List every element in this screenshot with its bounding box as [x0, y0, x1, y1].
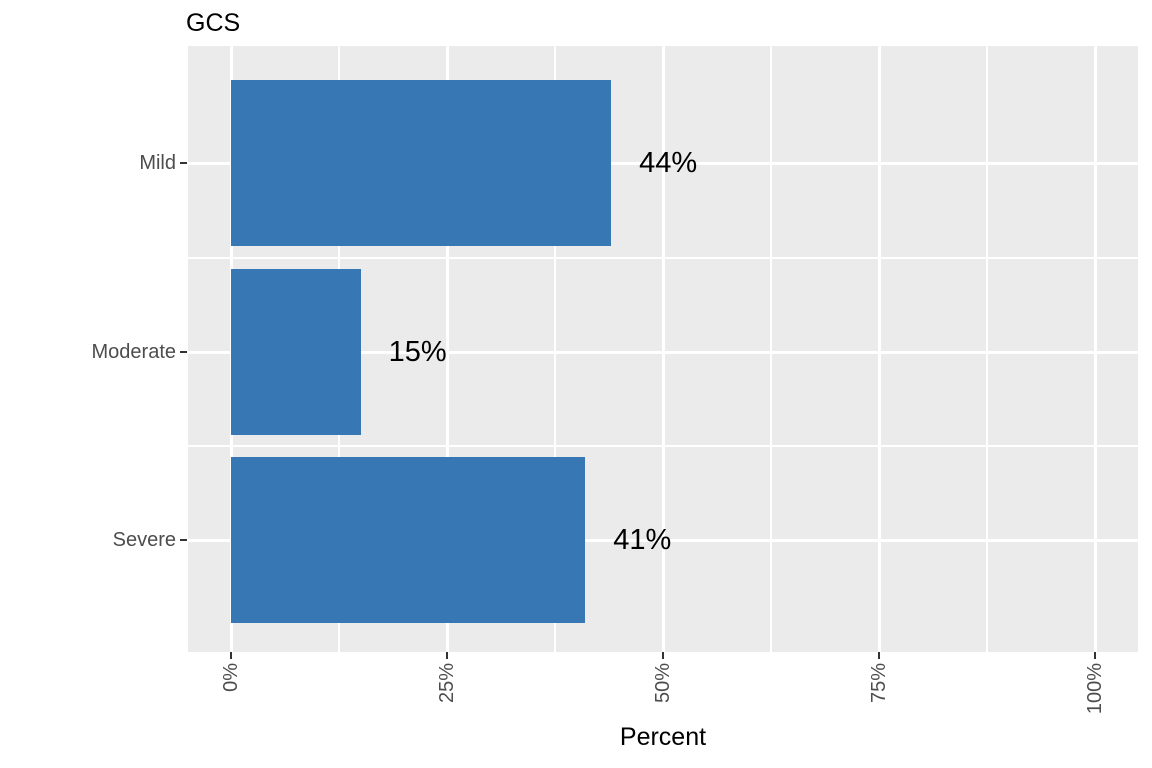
chart-title: GCS — [186, 9, 241, 37]
y-tick-label-severe: Severe — [112, 529, 176, 551]
plot-panel: 44% 15% 41% — [188, 46, 1138, 652]
minor-gridline-vertical — [986, 46, 988, 652]
x-tick-label: 0% — [220, 663, 242, 692]
y-tick-mark — [180, 539, 187, 541]
bar-value-label-severe: 41% — [613, 524, 672, 556]
y-tick-label-moderate: Moderate — [91, 341, 177, 363]
bar-severe — [231, 457, 586, 623]
x-tick-mark — [230, 652, 232, 659]
bar-mild — [231, 80, 612, 246]
major-gridline-horizontal — [188, 538, 1138, 542]
x-tick-mark — [878, 652, 880, 659]
y-tick-label-mild: Mild — [139, 152, 176, 174]
x-tick-label: 25% — [436, 663, 458, 704]
bar-value-label-mild: 44% — [639, 147, 698, 179]
y-tick-mark — [180, 351, 187, 353]
major-gridline-vertical — [1093, 46, 1097, 652]
bar-value-label-moderate: 15% — [388, 336, 447, 368]
major-gridline-vertical — [445, 46, 449, 652]
x-tick-label: 100% — [1084, 663, 1106, 715]
x-tick-mark — [1094, 652, 1096, 659]
major-gridline-vertical — [877, 46, 881, 652]
y-tick-mark — [180, 162, 187, 164]
x-tick-mark — [446, 652, 448, 659]
x-tick-mark — [662, 652, 664, 659]
bar-moderate — [231, 269, 361, 435]
minor-gridline-vertical — [770, 46, 772, 652]
x-axis-title: Percent — [619, 723, 707, 751]
x-tick-label: 75% — [868, 663, 890, 704]
major-gridline-vertical — [661, 46, 665, 652]
minor-gridline-vertical — [554, 46, 556, 652]
major-gridline-horizontal — [188, 161, 1138, 165]
x-tick-label: 50% — [652, 663, 674, 704]
major-gridline-horizontal — [188, 350, 1138, 354]
